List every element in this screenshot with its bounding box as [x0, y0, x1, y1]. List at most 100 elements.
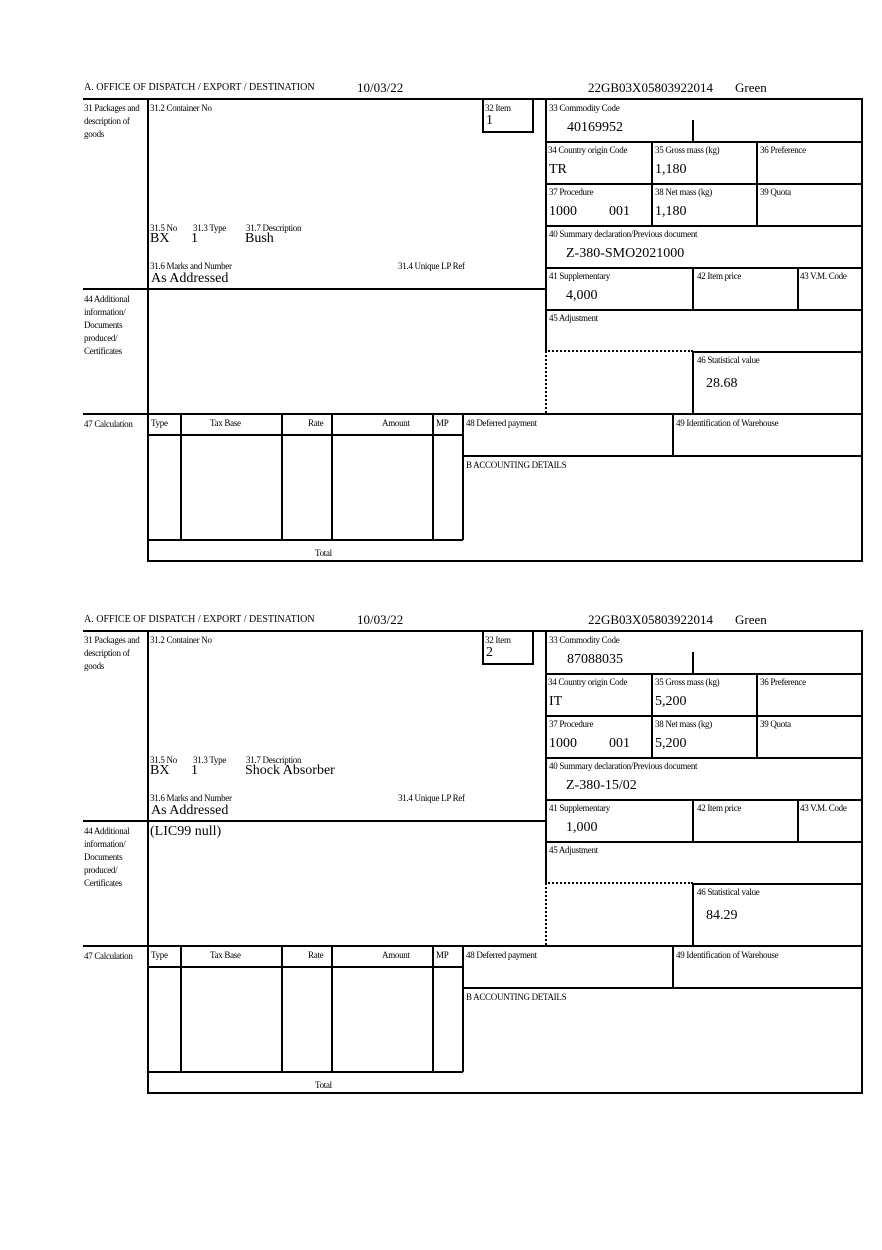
type-label: 31.3 Type: [193, 755, 227, 765]
net-mass: 5,200: [655, 736, 687, 751]
packages-label: 31 Packages and description of goods: [84, 103, 140, 139]
calculation-label: 47 Calculation: [84, 951, 133, 961]
divider: [672, 945, 674, 988]
divider: [83, 98, 863, 100]
calculation-label: 47 Calculation: [84, 419, 133, 429]
divider: [545, 715, 862, 717]
divider: [545, 141, 862, 143]
divider: [281, 945, 283, 1072]
office-label: A. OFFICE OF DISPATCH / EXPORT / DESTINA…: [84, 614, 315, 625]
divider: [545, 183, 862, 185]
divider: [281, 413, 283, 540]
date: 10/03/22: [357, 80, 404, 95]
rate-header: Rate: [308, 950, 324, 960]
statistical-value: 84.29: [706, 908, 738, 923]
divider: [147, 966, 463, 968]
divider: [545, 757, 862, 759]
quota-label: 39 Quota: [760, 187, 791, 197]
customs-declaration-item: A. OFFICE OF DISPATCH / EXPORT / DESTINA…: [0, 532, 882, 1094]
type-label: 31.3 Type: [193, 223, 227, 233]
preference-label: 36 Preference: [760, 145, 806, 155]
container-label: 31.2 Container No: [150, 635, 212, 645]
gross-mass-label: 35 Gross mass (kg): [655, 145, 720, 155]
divider: [692, 652, 694, 673]
country-label: 34 Country origin Code: [548, 677, 628, 687]
marks-label: 31.6 Marks and Number: [150, 261, 232, 271]
divider: [545, 98, 547, 351]
divider: [180, 413, 182, 540]
divider: [482, 98, 484, 132]
container-label: 31.2 Container No: [150, 103, 212, 113]
commodity-code: 87088035: [567, 652, 623, 667]
unique-ref-label: 31.4 Unique LP Ref: [398, 261, 465, 271]
divider: [147, 1092, 863, 1094]
description-label: 31.7 Description: [246, 223, 302, 233]
divider: [532, 630, 534, 664]
divider: [756, 141, 758, 225]
divider: [672, 413, 674, 456]
statistical-value: 28.68: [706, 376, 738, 391]
item-price-label: 42 Item price: [697, 271, 742, 281]
procedure-additional: 001: [609, 204, 630, 219]
summary-declaration-label: 40 Summary declaration/Previous document: [549, 229, 698, 239]
warehouse-label: 49 Identification of Warehouse: [676, 950, 779, 960]
procedure-code: 1000: [549, 204, 577, 219]
statistical-value-label: 46 Statistical value: [697, 355, 760, 365]
preference-label: 36 Preference: [760, 677, 806, 687]
goods-description: Shock Absorber: [245, 763, 335, 778]
calc-type-header: Type: [151, 950, 168, 960]
package-no: BX: [150, 231, 170, 246]
net-mass: 1,180: [655, 204, 687, 219]
country-code: TR: [549, 162, 567, 177]
gross-mass-label: 35 Gross mass (kg): [655, 677, 720, 687]
divider: [692, 883, 862, 885]
gross-mass: 1,180: [655, 162, 687, 177]
divider: [83, 413, 863, 415]
vm-code-label: 43 V.M. Code: [800, 803, 847, 813]
statistical-value-label: 46 Statistical value: [697, 887, 760, 897]
country-label: 34 Country origin Code: [548, 145, 628, 155]
adjustment-label: 45 Adjustment: [549, 313, 598, 323]
commodity-label: 33 Commodity Code: [549, 635, 620, 645]
country-code: IT: [549, 694, 563, 709]
divider: [545, 799, 862, 801]
unique-ref-label: 31.4 Unique LP Ref: [398, 793, 465, 803]
deferred-payment-label: 48 Deferred payment: [466, 950, 537, 960]
accounting-details-label: B ACCOUNTING DETAILS: [466, 992, 567, 1002]
procedure-label: 37 Procedure: [549, 719, 594, 729]
divider: [331, 413, 333, 540]
date: 10/03/22: [357, 612, 404, 627]
divider: [432, 413, 434, 540]
vm-code-label: 43 V.M. Code: [800, 271, 847, 281]
item-number: 2: [486, 645, 493, 660]
divider: [692, 799, 694, 841]
divider: [545, 882, 693, 884]
divider: [545, 351, 547, 413]
divider: [692, 351, 862, 353]
quota-label: 39 Quota: [760, 719, 791, 729]
packages-label: 31 Packages and description of goods: [84, 635, 140, 671]
divider: [432, 945, 434, 1072]
procedure-code: 1000: [549, 736, 577, 751]
route: Green: [735, 80, 767, 95]
procedure-label: 37 Procedure: [549, 187, 594, 197]
marks-label: 31.6 Marks and Number: [150, 793, 232, 803]
divider: [756, 673, 758, 757]
supplementary-value: 1,000: [566, 820, 598, 835]
amount-header: Amount: [382, 950, 410, 960]
divider: [482, 630, 484, 664]
divider: [545, 841, 862, 843]
divider: [651, 673, 653, 757]
calc-type-header: Type: [151, 418, 168, 428]
office-label: A. OFFICE OF DISPATCH / EXPORT / DESTINA…: [84, 82, 315, 93]
mp-header: MP: [436, 950, 449, 960]
divider: [482, 663, 534, 665]
item-label: 32 Item: [485, 635, 511, 645]
divider: [147, 560, 863, 562]
total-label: Total: [315, 1080, 332, 1090]
warehouse-label: 49 Identification of Warehouse: [676, 418, 779, 428]
package-no: BX: [150, 763, 170, 778]
divider: [462, 455, 862, 457]
divider: [462, 413, 464, 540]
